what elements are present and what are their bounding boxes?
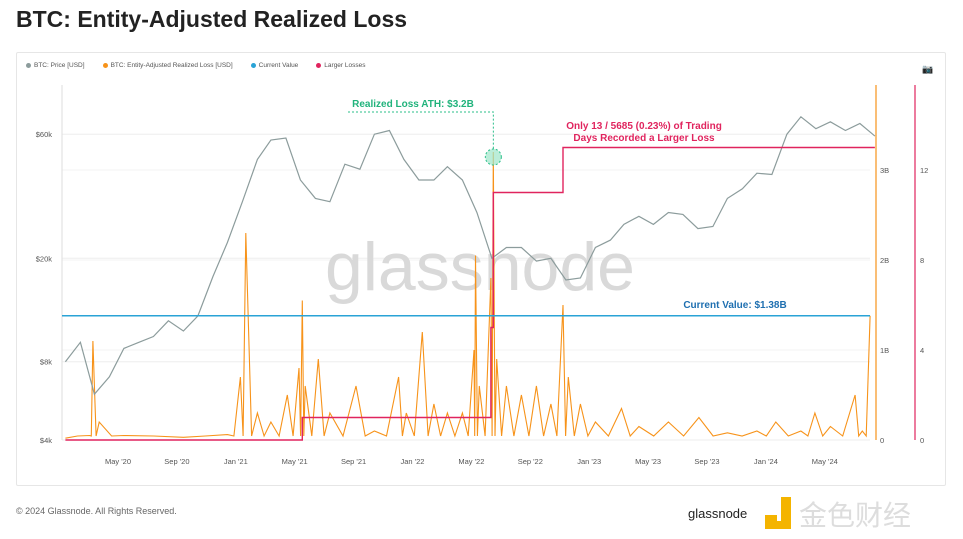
x-tick-label: Sep '23 bbox=[694, 457, 719, 466]
y-count-tick-label: 8 bbox=[920, 256, 924, 265]
legend-larger-losses[interactable]: Larger Losses bbox=[316, 62, 366, 69]
x-tick-label: Jan '24 bbox=[754, 457, 778, 466]
jinse-logo: 金色财经 bbox=[765, 493, 955, 533]
legend-price[interactable]: BTC: Price [USD] bbox=[26, 62, 85, 69]
x-tick-label: Jan '23 bbox=[577, 457, 601, 466]
y-loss-tick-label: 0 bbox=[880, 436, 884, 445]
x-tick-label: May '21 bbox=[282, 457, 308, 466]
x-tick-label: Sep '20 bbox=[164, 457, 189, 466]
y-left-tick-label: $60k bbox=[36, 130, 53, 139]
page-title: BTC: Entity-Adjusted Realized Loss bbox=[16, 6, 408, 32]
y-count-tick-label: 4 bbox=[920, 346, 924, 355]
x-tick-label: May '23 bbox=[635, 457, 661, 466]
y-left-tick-label: $8k bbox=[40, 358, 52, 367]
ath-marker bbox=[484, 148, 502, 166]
chart-panel bbox=[16, 52, 946, 486]
ath-leader-line bbox=[348, 111, 494, 149]
x-tick-label: Jan '22 bbox=[401, 457, 425, 466]
y-loss-tick-label: 3B bbox=[880, 166, 889, 175]
y-loss-tick-label: 1B bbox=[880, 346, 889, 355]
loss-series-line bbox=[65, 151, 871, 439]
copyright: © 2024 Glassnode. All Rights Reserved. bbox=[16, 506, 177, 516]
x-tick-label: May '20 bbox=[105, 457, 131, 466]
x-tick-label: May '22 bbox=[458, 457, 484, 466]
camera-icon[interactable]: 📷 bbox=[922, 64, 934, 74]
x-tick-label: Jan '21 bbox=[224, 457, 248, 466]
y-left-tick-label: $4k bbox=[40, 436, 52, 445]
larger-losses-annotation: Days Recorded a Larger Loss bbox=[573, 133, 715, 144]
x-tick-label: Sep '21 bbox=[341, 457, 366, 466]
x-tick-label: Sep '22 bbox=[518, 457, 543, 466]
ath-annotation: Realized Loss ATH: $3.2B bbox=[352, 99, 474, 110]
legend-current-value[interactable]: Current Value bbox=[250, 62, 298, 69]
legend: BTC: Price [USD] BTC: Entity-Adjusted Re… bbox=[26, 62, 366, 69]
current-value-annotation: Current Value: $1.38B bbox=[683, 300, 786, 311]
larger-losses-step-line bbox=[65, 146, 875, 441]
watermark: glassnode bbox=[325, 229, 635, 305]
larger-losses-annotation: Only 13 / 5685 (0.23%) of Trading bbox=[566, 121, 722, 132]
svg-text:金色财经: 金色财经 bbox=[799, 499, 911, 532]
glassnode-wordmark: glassnode bbox=[688, 506, 748, 521]
legend-loss[interactable]: BTC: Entity-Adjusted Realized Loss [USD] bbox=[102, 62, 233, 69]
y-loss-tick-label: 2B bbox=[880, 256, 889, 265]
price-series-line bbox=[64, 115, 876, 396]
y-count-tick-label: 12 bbox=[920, 166, 928, 175]
x-tick-label: May '24 bbox=[812, 457, 838, 466]
y-left-tick-label: $20k bbox=[36, 254, 53, 263]
y-count-tick-label: 0 bbox=[920, 436, 924, 445]
